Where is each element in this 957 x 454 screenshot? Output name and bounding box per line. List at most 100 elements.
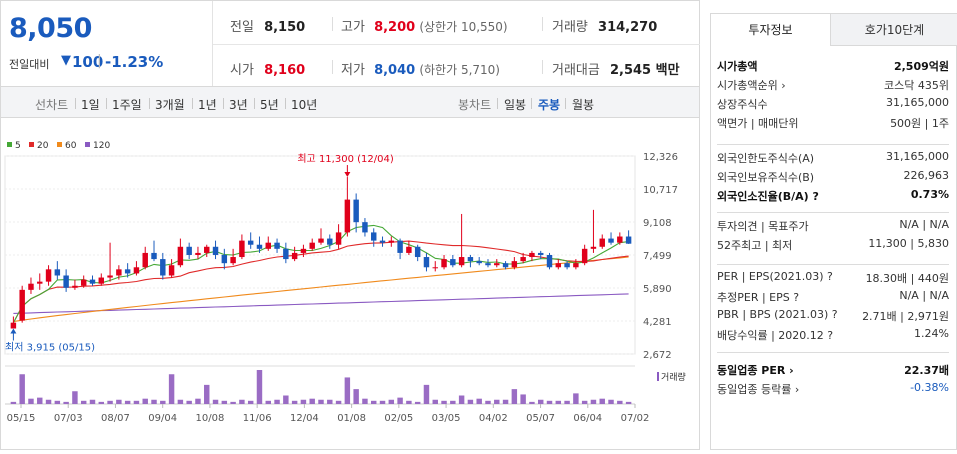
candle-body (485, 263, 491, 266)
candle-body (335, 232, 342, 245)
period-1d-button[interactable]: 1일 (81, 98, 100, 112)
candle-body (564, 263, 570, 268)
volume-bar (291, 400, 298, 404)
candle-body (590, 246, 597, 249)
lower-limit: (하한가 5,710) (419, 63, 500, 77)
period-1w-button[interactable]: 1주일 (112, 98, 142, 112)
tab-invest-info[interactable]: 투자정보 (711, 14, 831, 46)
divider (149, 98, 150, 109)
volume-bar (309, 398, 315, 404)
annotations: 최고 11,300 (12/04) 최저 3,915 (05/15) (5, 153, 394, 353)
candle-body (283, 248, 289, 260)
volume-bar (608, 399, 614, 404)
invest-row[interactable]: 동일업종 PER › 22.37배 (717, 362, 949, 378)
change-separator: | (97, 53, 102, 69)
candle-body (318, 238, 324, 243)
volume-bar (247, 400, 254, 404)
volume-bar (327, 399, 333, 404)
divider (192, 98, 193, 109)
candle-body (72, 285, 78, 288)
row-divider (213, 44, 700, 45)
volume-bar (151, 399, 157, 404)
x-axis: 05/15 07/03 08/07 09/04 10/08 11/06 12/04 01/08… (7, 404, 649, 424)
candle-weekly-button[interactable]: 주봉 (538, 98, 561, 112)
legend-swatch (85, 142, 90, 147)
volume-bar (520, 394, 526, 404)
invest-row-value: 31,165,000 (886, 150, 949, 163)
legend-label: 120 (93, 141, 110, 151)
candle-body (388, 240, 395, 243)
divider (75, 98, 76, 109)
volume-bar (599, 398, 605, 404)
volume-bar (388, 399, 395, 404)
candle-body (467, 257, 474, 262)
invest-row-value: 코스닥 435위 (884, 79, 949, 92)
candle-monthly-button[interactable]: 월봉 (572, 98, 595, 112)
candle-body (28, 283, 34, 290)
invest-row-label: 동일업종 PER › (717, 364, 794, 377)
period-3m-button[interactable]: 3개월 (155, 98, 185, 112)
invest-row[interactable]: 시가총액순위 › 코스닥 435위 (717, 77, 949, 93)
invest-row[interactable]: 동일업종 등락률 › -0.38% (717, 381, 949, 397)
volume-bar (537, 399, 544, 404)
volume-bar (546, 400, 553, 404)
volume-bar (318, 399, 324, 404)
volume-bar (142, 398, 148, 404)
invest-row-label: 외국인한도주식수(A) (717, 152, 815, 165)
volume-bar (274, 399, 280, 404)
invest-row-label: 추정PER | EPS ? (717, 291, 800, 304)
candle-body (10, 322, 17, 329)
invest-row-label: 외국인보유주식수(B) (717, 171, 815, 184)
trade-amount: 거래대금 2,545 백만 (552, 59, 680, 78)
volume-bar (335, 400, 342, 404)
period-3y-button[interactable]: 3년 (229, 98, 248, 112)
tab-order-book[interactable]: 호가10단계 (831, 14, 957, 46)
invest-row: 상장주식수 31,165,000 (717, 96, 949, 112)
volume-bar (186, 400, 192, 404)
candle-daily-button[interactable]: 일봉 (504, 98, 527, 112)
invest-row-label: 52주최고 | 최저 (717, 239, 793, 252)
invest-row: 투자의견 | 목표주가 N/A | N/A (717, 218, 949, 234)
candle-body (432, 267, 438, 269)
invest-row: 외국인보유주식수(B) 226,963 (717, 169, 949, 185)
open-value: 8,160 (264, 63, 306, 78)
section-divider (717, 264, 949, 265)
period-10y-button[interactable]: 10년 (291, 98, 318, 112)
section-divider (717, 212, 949, 213)
candle-body (537, 252, 544, 255)
volume-bar (590, 399, 597, 404)
y-tick-label: 10,717 (643, 185, 678, 196)
candle-body (168, 265, 175, 276)
x-tick-label: 07/03 (54, 413, 83, 424)
trade-amount-value: 2,545 백만 (609, 63, 680, 78)
invest-row-value: 22.37배 (904, 364, 949, 377)
invest-row-value: -0.38% (910, 381, 949, 394)
invest-row-label: 외국인소진율(B/A) ? (717, 190, 819, 203)
period-1y-button[interactable]: 1년 (198, 98, 217, 112)
invest-row: PER | EPS(2021.03) ? 18.30배 | 440원 (717, 270, 949, 286)
invest-row: PBR | BPS (2021.03) ? 2.71배 | 2,971원 (717, 308, 949, 324)
open-price: 시가 8,160 (230, 59, 305, 78)
volume-bar (221, 400, 228, 404)
y-tick-label: 12,326 (643, 152, 678, 163)
x-tick-label: 09/04 (148, 413, 177, 424)
candle-body (608, 238, 614, 243)
volume-label: 거래량 (661, 371, 686, 383)
high-annotation: 최고 11,300 (12/04) (297, 153, 393, 165)
y-axis: 12,326 10,717 9,108 7,499 5,890 4,281 2,672 (643, 152, 678, 361)
y-tick-label: 4,281 (643, 317, 672, 328)
candle-chart-label: 봉차트 (458, 98, 492, 112)
volume-bar (265, 400, 271, 404)
volume-bar (476, 398, 482, 404)
candle-body (625, 236, 632, 244)
candle-body (230, 257, 236, 264)
volume-bar (494, 399, 500, 404)
volume-bar (160, 400, 166, 404)
candle-body (397, 240, 403, 253)
divider (531, 98, 532, 109)
x-tick-label: 04/02 (479, 413, 508, 424)
legend-label: 20 (37, 141, 49, 151)
legend-label: 60 (65, 141, 77, 151)
volume-bar (98, 401, 105, 404)
period-5y-button[interactable]: 5년 (260, 98, 279, 112)
